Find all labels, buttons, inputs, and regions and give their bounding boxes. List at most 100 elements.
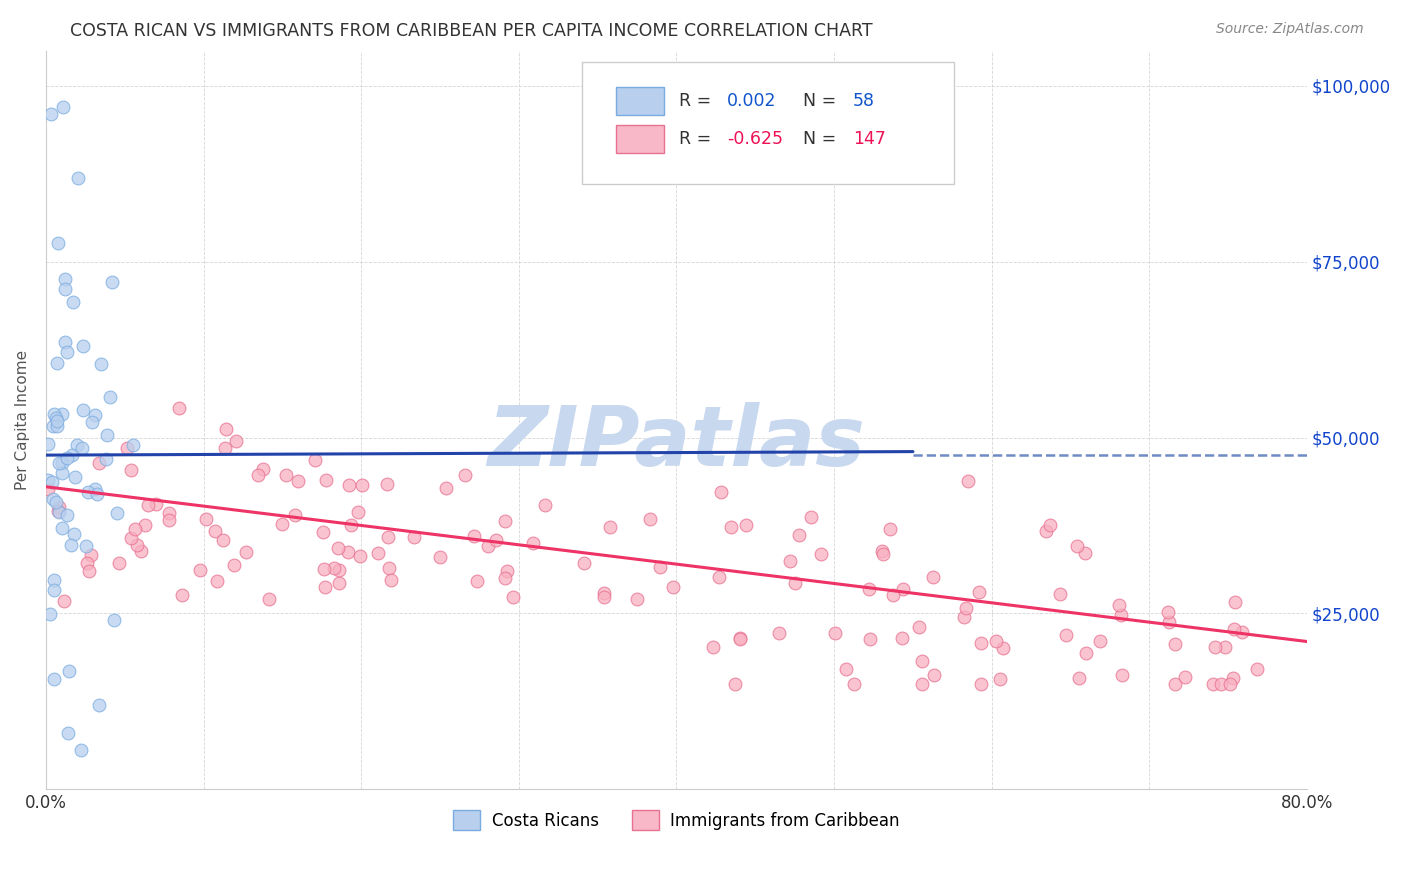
Point (252, 462, 274, 476)
Point (890, 631, 912, 645)
Text: R =: R = (679, 92, 717, 110)
Point (194, 512, 217, 526)
Point (434, 481, 457, 495)
Point (66, 438, 89, 452)
Point (55, 272, 77, 286)
Point (124, 522, 146, 536)
Point (1067, 671, 1090, 685)
Point (222, 558, 245, 572)
Point (51, 408, 73, 422)
Point (1209, 676, 1232, 690)
Point (42, 492, 65, 507)
FancyBboxPatch shape (616, 87, 664, 115)
Point (170, 589, 193, 603)
Point (45, 414, 67, 428)
Point (735, 517, 758, 532)
Point (157, 506, 180, 520)
Point (46, 235, 69, 250)
Point (51, 521, 73, 535)
Point (167, 401, 190, 415)
Point (45, 495, 67, 509)
Point (271, 517, 294, 532)
Point (53, 335, 76, 350)
Point (257, 591, 280, 606)
Point (63, 469, 86, 483)
Point (1039, 517, 1062, 532)
Point (323, 560, 346, 574)
Point (59, 538, 82, 552)
Point (340, 518, 363, 533)
Point (599, 520, 621, 534)
Point (375, 476, 398, 491)
Point (380, 573, 402, 587)
Point (53, 282, 76, 296)
Point (454, 467, 477, 482)
Point (882, 588, 904, 602)
Point (94, 452, 117, 467)
Point (872, 547, 894, 561)
Point (872, 544, 894, 558)
Point (90, 357, 112, 371)
Point (287, 474, 309, 488)
Point (1204, 640, 1226, 654)
Point (970, 636, 993, 650)
Point (1109, 607, 1132, 622)
Point (120, 532, 142, 546)
Point (522, 536, 544, 550)
Point (953, 609, 976, 624)
Point (1219, 676, 1241, 690)
Point (1111, 668, 1133, 682)
Point (908, 620, 931, 634)
Point (785, 575, 807, 590)
Point (768, 626, 790, 640)
Point (312, 524, 335, 539)
Text: N =: N = (803, 92, 841, 110)
Point (48, 505, 70, 519)
Point (984, 634, 1007, 648)
Point (730, 632, 752, 646)
Point (710, 485, 733, 500)
Point (1157, 605, 1180, 619)
Point (1163, 636, 1185, 650)
Point (56, 345, 79, 359)
Point (352, 478, 374, 492)
Point (720, 519, 742, 533)
Point (51, 467, 73, 481)
Text: N =: N = (803, 130, 841, 148)
Point (1174, 670, 1197, 684)
Point (534, 498, 557, 512)
Point (72, 339, 94, 353)
Point (402, 531, 425, 545)
Point (129, 544, 152, 558)
Point (121, 438, 143, 452)
Point (188, 563, 211, 577)
Point (42, 573, 65, 587)
Point (787, 528, 810, 542)
Point (136, 499, 159, 513)
Point (835, 662, 858, 676)
Point (51, 456, 73, 470)
Point (214, 421, 236, 435)
Point (842, 676, 865, 690)
Point (969, 676, 991, 690)
Point (955, 600, 977, 615)
Point (967, 584, 990, 599)
Point (75, 539, 97, 553)
Point (1222, 671, 1244, 685)
Point (120, 463, 142, 477)
Point (46, 419, 69, 434)
Point (1246, 662, 1268, 676)
Point (1066, 539, 1088, 553)
Point (37, 473, 59, 487)
Point (247, 468, 270, 483)
Point (1088, 633, 1111, 648)
Point (593, 586, 616, 600)
Point (1049, 587, 1071, 601)
Point (650, 560, 672, 574)
Text: 147: 147 (853, 130, 886, 148)
FancyBboxPatch shape (616, 125, 664, 153)
Point (800, 510, 823, 524)
Point (77, 485, 100, 500)
Point (52, 100, 75, 114)
Point (347, 505, 370, 519)
